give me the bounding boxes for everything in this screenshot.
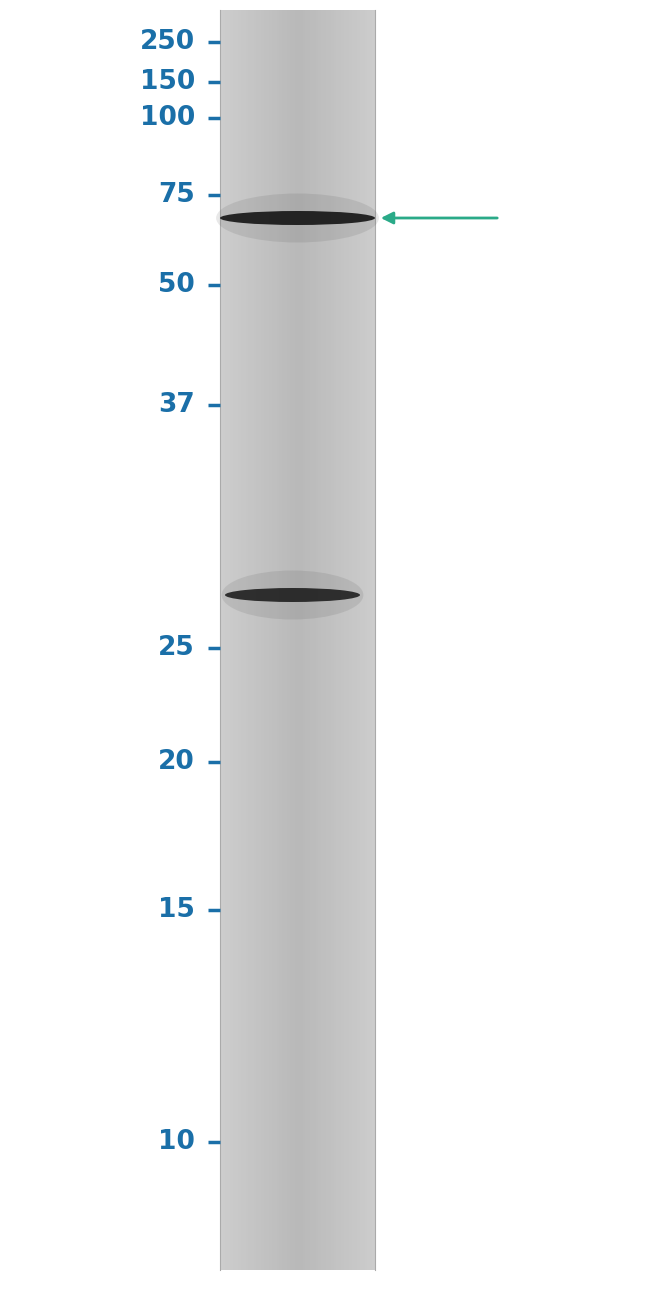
Bar [285, 10, 288, 1270]
Bar [323, 10, 326, 1270]
Text: 100: 100 [140, 105, 195, 131]
Bar [287, 10, 291, 1270]
Bar [346, 10, 350, 1270]
Bar [261, 10, 265, 1270]
Bar [235, 10, 239, 1270]
Text: 10: 10 [158, 1128, 195, 1154]
Bar [306, 10, 308, 1270]
Text: 250: 250 [140, 29, 195, 55]
Text: 50: 50 [158, 272, 195, 298]
Bar [303, 10, 306, 1270]
Bar [331, 10, 334, 1270]
Bar [264, 10, 267, 1270]
Bar [269, 10, 272, 1270]
Text: 15: 15 [158, 897, 195, 923]
Bar [367, 10, 370, 1270]
Bar [225, 10, 228, 1270]
Text: 37: 37 [158, 393, 195, 419]
Bar [277, 10, 280, 1270]
Bar [256, 10, 259, 1270]
Bar [320, 10, 324, 1270]
Bar [254, 10, 257, 1270]
Bar [240, 10, 244, 1270]
Bar [280, 10, 283, 1270]
Bar [266, 10, 270, 1270]
Bar [362, 10, 365, 1270]
Bar [292, 10, 295, 1270]
Ellipse shape [225, 588, 360, 602]
Text: 75: 75 [158, 182, 195, 208]
Bar [227, 10, 231, 1270]
Bar [359, 10, 363, 1270]
Bar [326, 10, 329, 1270]
Bar [220, 10, 223, 1270]
Bar [339, 10, 342, 1270]
Bar [365, 10, 368, 1270]
Bar [354, 10, 358, 1270]
Ellipse shape [220, 211, 375, 225]
Bar [357, 10, 360, 1270]
Bar [308, 10, 311, 1270]
Bar [298, 10, 300, 1270]
Bar [233, 10, 236, 1270]
Bar [341, 10, 344, 1270]
Bar [272, 10, 275, 1270]
Bar [300, 10, 303, 1270]
Text: 150: 150 [140, 69, 195, 95]
Bar [274, 10, 278, 1270]
Bar [316, 10, 318, 1270]
Bar [238, 10, 241, 1270]
Bar [370, 10, 373, 1270]
Bar [282, 10, 285, 1270]
Ellipse shape [216, 194, 379, 243]
Bar [349, 10, 352, 1270]
Bar [246, 10, 249, 1270]
Bar [243, 10, 246, 1270]
Bar [372, 10, 376, 1270]
Bar [295, 10, 298, 1270]
Bar [313, 10, 316, 1270]
Bar [333, 10, 337, 1270]
Bar [328, 10, 332, 1270]
Bar [222, 10, 226, 1270]
Bar [318, 10, 321, 1270]
Text: 20: 20 [158, 749, 195, 775]
Bar [251, 10, 254, 1270]
Bar [352, 10, 355, 1270]
Ellipse shape [222, 571, 363, 620]
Bar [259, 10, 262, 1270]
Bar [336, 10, 339, 1270]
Bar [311, 10, 313, 1270]
Bar [230, 10, 233, 1270]
Bar [248, 10, 252, 1270]
Text: 25: 25 [158, 634, 195, 660]
Bar [290, 10, 293, 1270]
Bar [344, 10, 347, 1270]
